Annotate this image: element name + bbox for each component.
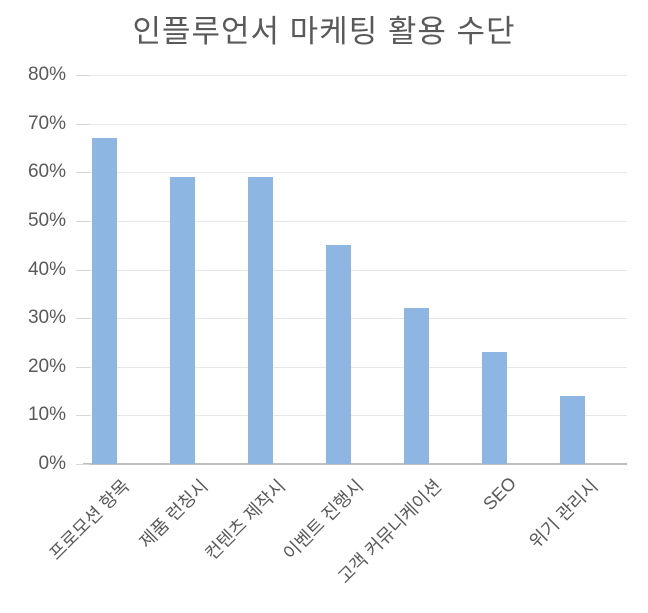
bar-7-위기 관리시: [560, 395, 585, 464]
y-axis-tick-0: [76, 464, 90, 465]
y-axis-tick-60: [76, 172, 90, 174]
y-axis-tick-40: [76, 269, 90, 271]
y-axis-tick-80: [76, 75, 90, 76]
gridline-20: [83, 366, 627, 368]
y-tick-label-10: 10%: [27, 404, 66, 426]
plot-area: [83, 75, 627, 465]
chart-title: 인플루언서 마케팅 활용 수단: [132, 14, 516, 49]
x-tick-label-7: 위기 관리시: [525, 475, 602, 553]
gridline-40: [83, 269, 627, 271]
y-axis-tick-20: [76, 366, 90, 368]
y-tick-label-80: 80%: [27, 64, 66, 85]
y-axis-tick-70: [76, 123, 90, 125]
bar-4-이벤트 진행시: [326, 245, 351, 464]
x-tick-label-6: SEO: [479, 473, 521, 515]
y-axis-tick-50: [76, 220, 90, 222]
y-tick-label-0: 0%: [38, 453, 66, 474]
gridline-50: [83, 220, 627, 222]
y-axis-tick-30: [76, 318, 90, 320]
bar-1-프로모션 항목: [92, 138, 117, 464]
bar-6-SEO: [482, 352, 507, 464]
gridline-30: [83, 318, 627, 320]
gridline-80: [83, 75, 627, 76]
y-tick-label-30: 30%: [27, 307, 66, 329]
y-axis-tick-10: [76, 415, 90, 417]
gridline-70: [83, 123, 627, 125]
bar-3-컨텐츠 제작시: [248, 177, 273, 464]
y-tick-label-40: 40%: [27, 258, 66, 280]
y-tick-label-60: 60%: [27, 161, 66, 183]
y-tick-label-50: 50%: [27, 209, 66, 231]
bar-5-고객 커뮤니케이션: [404, 308, 429, 464]
bar-2-제품 런칭시: [170, 177, 195, 464]
x-tick-label-1: 프로모션 항목: [45, 475, 134, 564]
y-tick-label-70: 70%: [27, 112, 66, 134]
x-axis-line: [83, 463, 627, 465]
gridline-60: [83, 172, 627, 174]
y-tick-label-20: 20%: [27, 355, 66, 377]
gridline-10: [83, 415, 627, 417]
x-tick-label-3: 컨텐츠 제작시: [201, 475, 290, 564]
x-tick-label-2: 제품 런칭시: [135, 475, 212, 553]
